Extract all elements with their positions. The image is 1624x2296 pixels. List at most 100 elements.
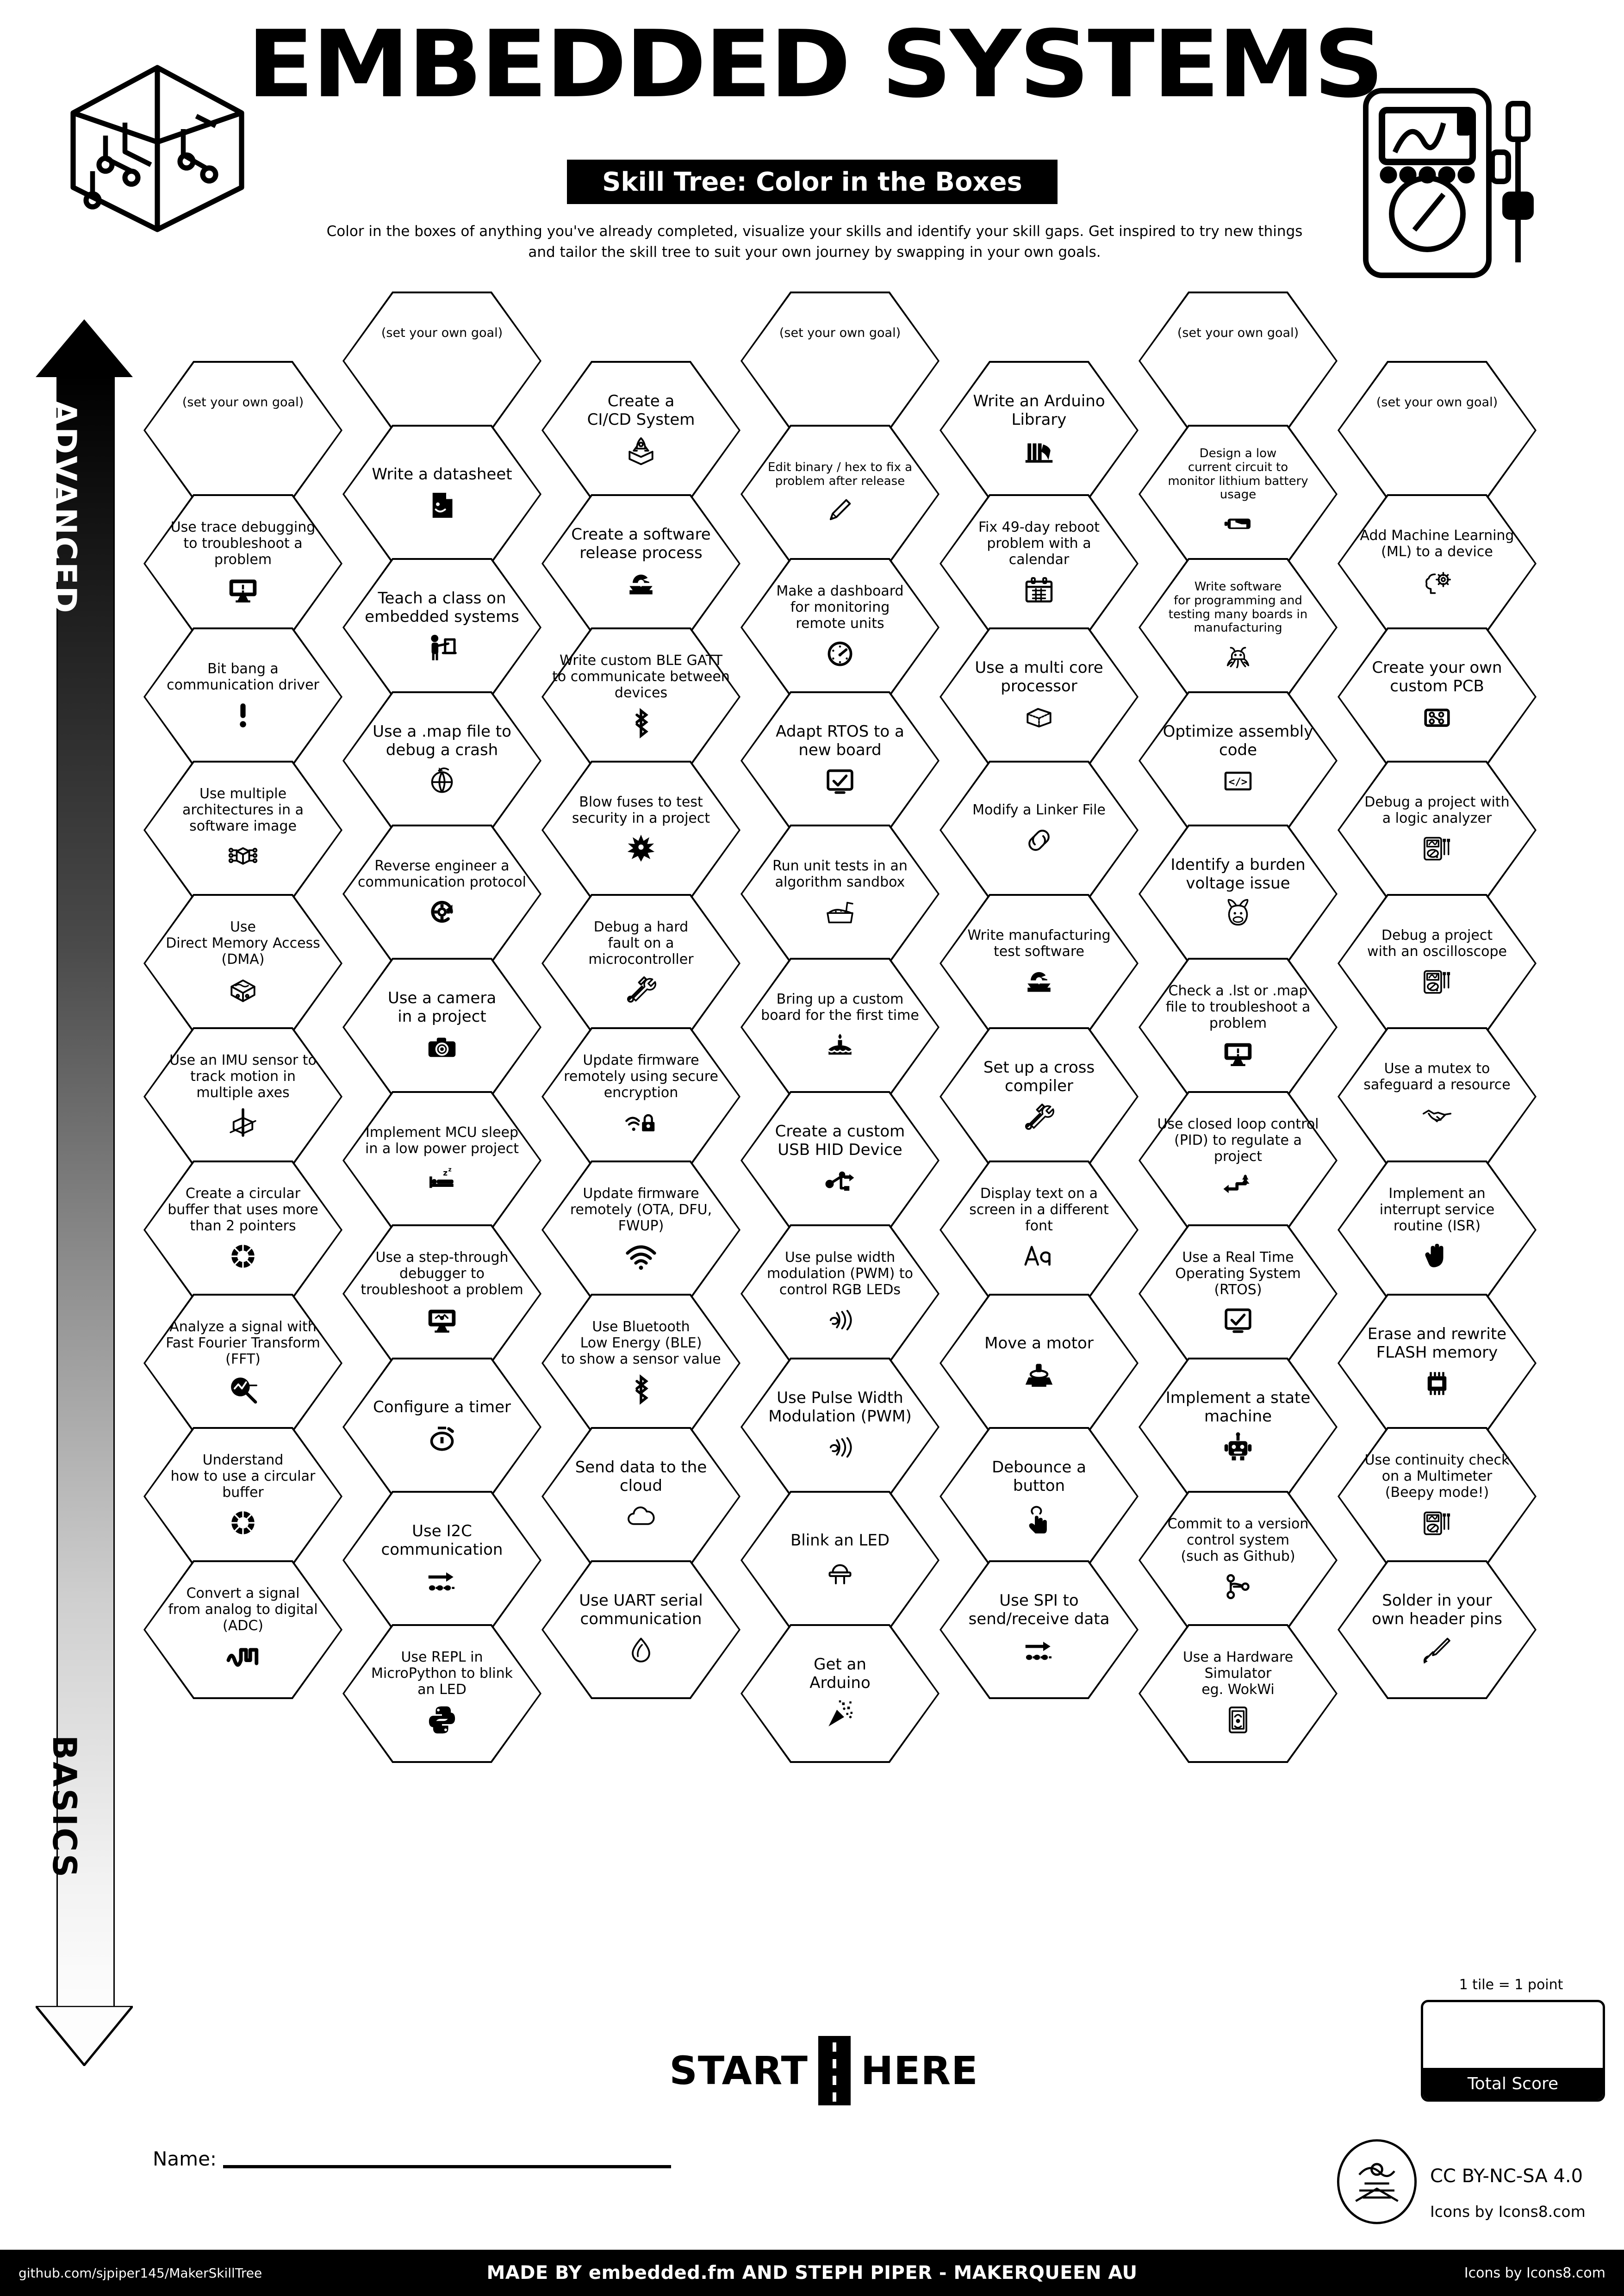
skill-hex-tile[interactable]: Blow fuses to test security in a project xyxy=(541,761,740,900)
hex-content: (set your own goal) xyxy=(1344,395,1530,465)
skill-hex-tile[interactable]: Use Bluetooth Low Energy (BLE) to show a… xyxy=(541,1294,740,1433)
skill-hex-tile[interactable]: Debug a hard fault on a microcontroller xyxy=(541,894,740,1033)
skill-hex-tile[interactable]: Design a low current circuit to monitor … xyxy=(1139,425,1338,564)
hex-content: Debounce a button xyxy=(946,1458,1132,1534)
skill-hex-tile[interactable]: Use SPI to send/receive data xyxy=(940,1560,1139,1699)
skill-hex-tile[interactable]: (set your own goal) xyxy=(740,292,940,430)
skill-hex-tile[interactable]: Set up a cross compiler xyxy=(940,1027,1139,1166)
skill-hex-tile[interactable]: Use multiple architectures in a software… xyxy=(143,761,342,900)
skill-hex-tile[interactable]: Write software for programming and testi… xyxy=(1139,558,1338,697)
skill-hex-tile[interactable]: Use a Hardware Simulator eg. WokWi xyxy=(1139,1624,1338,1763)
hex-content: Bit bang a communication driver xyxy=(150,661,336,733)
skill-hex-tile[interactable]: Create a circular buffer that uses more … xyxy=(143,1160,342,1299)
skill-hex-tile[interactable]: Use Direct Memory Access (DMA) xyxy=(143,894,342,1033)
skill-hex-tile[interactable]: Implement an interrupt service routine (… xyxy=(1338,1160,1537,1299)
skill-hex-tile[interactable]: Create your own custom PCB xyxy=(1338,627,1537,766)
skill-hex-tile[interactable]: Create a custom USB HID Device xyxy=(740,1091,940,1230)
skill-hex-tile[interactable]: Erase and rewrite FLASH memory xyxy=(1338,1294,1537,1433)
skill-hex-tile[interactable]: Use Pulse Width Modulation (PWM) xyxy=(740,1358,940,1496)
skill-hex-tile[interactable]: (set your own goal) xyxy=(342,292,541,430)
skill-hex-tile[interactable]: Understand how to use a circular buffer xyxy=(143,1427,342,1566)
skill-hex-tile[interactable]: Use continuity check on a Multimeter (Be… xyxy=(1338,1427,1537,1566)
skill-hex-tile[interactable]: Use pulse width modulation (PWM) to cont… xyxy=(740,1224,940,1363)
total-score-input[interactable]: Total Score xyxy=(1421,2000,1605,2102)
skill-hex-tile[interactable]: (set your own goal) xyxy=(1338,361,1537,500)
skill-hex-tile[interactable]: Debug a project with a logic analyzer xyxy=(1338,761,1537,900)
hex-content: Debug a hard fault on a microcontroller xyxy=(548,919,734,1007)
skill-hex-tile[interactable]: Implement a state machine xyxy=(1139,1358,1338,1496)
skill-hex-tile[interactable]: Use UART serial communication xyxy=(541,1560,740,1699)
hex-label: Check a .lst or .map file to troubleshoo… xyxy=(1165,983,1311,1031)
skill-hex-tile[interactable]: Add Machine Learning (ML) to a device xyxy=(1338,494,1537,633)
battery-icon xyxy=(1220,506,1256,541)
font-aa-icon xyxy=(1021,1239,1057,1274)
hex-fill xyxy=(543,1029,739,1164)
skill-hex-tile[interactable]: Check a .lst or .map file to troubleshoo… xyxy=(1139,958,1338,1097)
skill-hex-tile[interactable]: Fix 49-day reboot problem with a calenda… xyxy=(940,494,1139,633)
skill-hex-tile[interactable]: Convert a signal from analog to digital … xyxy=(143,1560,342,1699)
skill-hex-tile[interactable]: Use a .map file to debug a crash xyxy=(342,691,541,830)
skill-hex-tile[interactable]: Display text on a screen in a different … xyxy=(940,1160,1139,1299)
skill-hex-tile[interactable]: Update firmware remotely using secure en… xyxy=(541,1027,740,1166)
skill-hex-tile[interactable]: Commit to a version control system (such… xyxy=(1139,1491,1338,1630)
skill-hex-tile[interactable]: Blink an LED xyxy=(740,1491,940,1630)
hex-label: Analyze a signal with Fast Fourier Trans… xyxy=(166,1319,320,1367)
skill-hex-tile[interactable]: Implement MCU sleep in a low power proje… xyxy=(342,1091,541,1230)
skill-hex-tile[interactable]: Send data to the cloud xyxy=(541,1427,740,1566)
skill-hex-tile[interactable]: Use a multi core processor xyxy=(940,627,1139,766)
skill-hex-tile[interactable]: Use an IMU sensor to track motion in mul… xyxy=(143,1027,342,1166)
skill-hex-tile[interactable]: Update firmware remotely (OTA, DFU, FWUP… xyxy=(541,1160,740,1299)
flash-chip-icon xyxy=(1419,1366,1455,1401)
skill-hex-tile[interactable]: Create a software release process xyxy=(541,494,740,633)
skill-hex-tile[interactable]: Write a datasheet xyxy=(342,425,541,564)
skill-hex-tile[interactable]: Use REPL in MicroPython to blink an LED xyxy=(342,1624,541,1763)
skill-hex-tile[interactable]: Analyze a signal with Fast Fourier Trans… xyxy=(143,1294,342,1433)
footer-github-link[interactable]: github.com/sjpiper145/MakerSkillTree xyxy=(19,2265,262,2281)
skill-hex-tile[interactable]: Use I2C communication xyxy=(342,1491,541,1630)
pcb-icon xyxy=(1419,700,1455,735)
hex-fill xyxy=(543,1562,739,1697)
skill-hex-tile[interactable]: Use a mutex to safeguard a resource xyxy=(1338,1027,1537,1166)
skill-hex-tile[interactable]: Make a dashboard for monitoring remote u… xyxy=(740,558,940,697)
skill-hex-tile[interactable]: Get an Arduino xyxy=(740,1624,940,1763)
skill-hex-tile[interactable]: Write custom BLE GATT to communicate bet… xyxy=(541,627,740,766)
hex-content: Implement an interrupt service routine (… xyxy=(1344,1185,1530,1273)
hex-content: Create a custom USB HID Device xyxy=(747,1122,933,1198)
skill-hex-tile[interactable]: Edit binary / hex to fix a problem after… xyxy=(740,425,940,564)
skill-hex-tile[interactable]: Debug a project with an oscilloscope xyxy=(1338,894,1537,1033)
name-field-row[interactable]: Name: xyxy=(153,2142,671,2170)
skill-hex-tile[interactable]: Reverse engineer a communication protoco… xyxy=(342,825,541,963)
hex-fill xyxy=(543,1429,739,1564)
skill-hex-tile[interactable]: Adapt RTOS to a new board xyxy=(740,691,940,830)
skill-hex-tile[interactable]: Debounce a button xyxy=(940,1427,1139,1566)
skill-hex-tile[interactable]: Write manufacturing test software xyxy=(940,894,1139,1033)
skill-hex-tile[interactable]: Use a step-through debugger to troublesh… xyxy=(342,1224,541,1363)
skill-hex-tile[interactable]: Move a motor xyxy=(940,1294,1139,1433)
hex-label: Display text on a screen in a different … xyxy=(969,1185,1109,1234)
skill-hex-tile[interactable]: Identify a burden voltage issue xyxy=(1139,825,1338,963)
hex-content: Write manufacturing test software xyxy=(946,927,1132,999)
skill-hex-tile[interactable]: Use a Real Time Operating System (RTOS) xyxy=(1139,1224,1338,1363)
skill-hex-tile[interactable]: Use trace debugging to troubleshoot a pr… xyxy=(143,494,342,633)
skill-hex-tile[interactable]: Bit bang a communication driver xyxy=(143,627,342,766)
skill-hex-tile[interactable]: Modify a Linker File xyxy=(940,761,1139,900)
hex-fill xyxy=(145,1029,341,1164)
hex-label: Use a mutex to safeguard a resource xyxy=(1363,1060,1511,1093)
skill-hex-tile[interactable]: Solder in your own header pins xyxy=(1338,1560,1537,1699)
skill-hex-tile[interactable]: Bring up a custom board for the first ti… xyxy=(740,958,940,1097)
skill-hex-tile[interactable]: (set your own goal) xyxy=(1139,292,1338,430)
hex-content: Move a motor xyxy=(946,1334,1132,1392)
skill-hex-tile[interactable]: Teach a class on embedded systems xyxy=(342,558,541,697)
skill-hex-tile[interactable]: Optimize assembly code </> xyxy=(1139,691,1338,830)
skill-hex-tile[interactable]: Create a CI/CD System xyxy=(541,361,740,500)
skill-hex-tile[interactable]: Write an Arduino Library xyxy=(940,361,1139,500)
skill-hex-tile[interactable]: Use closed loop control (PID) to regulat… xyxy=(1139,1091,1338,1230)
skill-hex-tile[interactable]: Use a camera in a project xyxy=(342,958,541,1097)
hex-label: (set your own goal) xyxy=(1177,326,1299,341)
skill-hex-tile[interactable]: (set your own goal) xyxy=(143,361,342,500)
joystick-icon xyxy=(1021,1357,1057,1392)
skill-hex-tile[interactable]: Configure a timer xyxy=(342,1358,541,1496)
hex-content: Write an Arduino Library xyxy=(946,392,1132,468)
name-input[interactable] xyxy=(223,2159,671,2168)
skill-hex-tile[interactable]: Run unit tests in an algorithm sandbox xyxy=(740,825,940,963)
